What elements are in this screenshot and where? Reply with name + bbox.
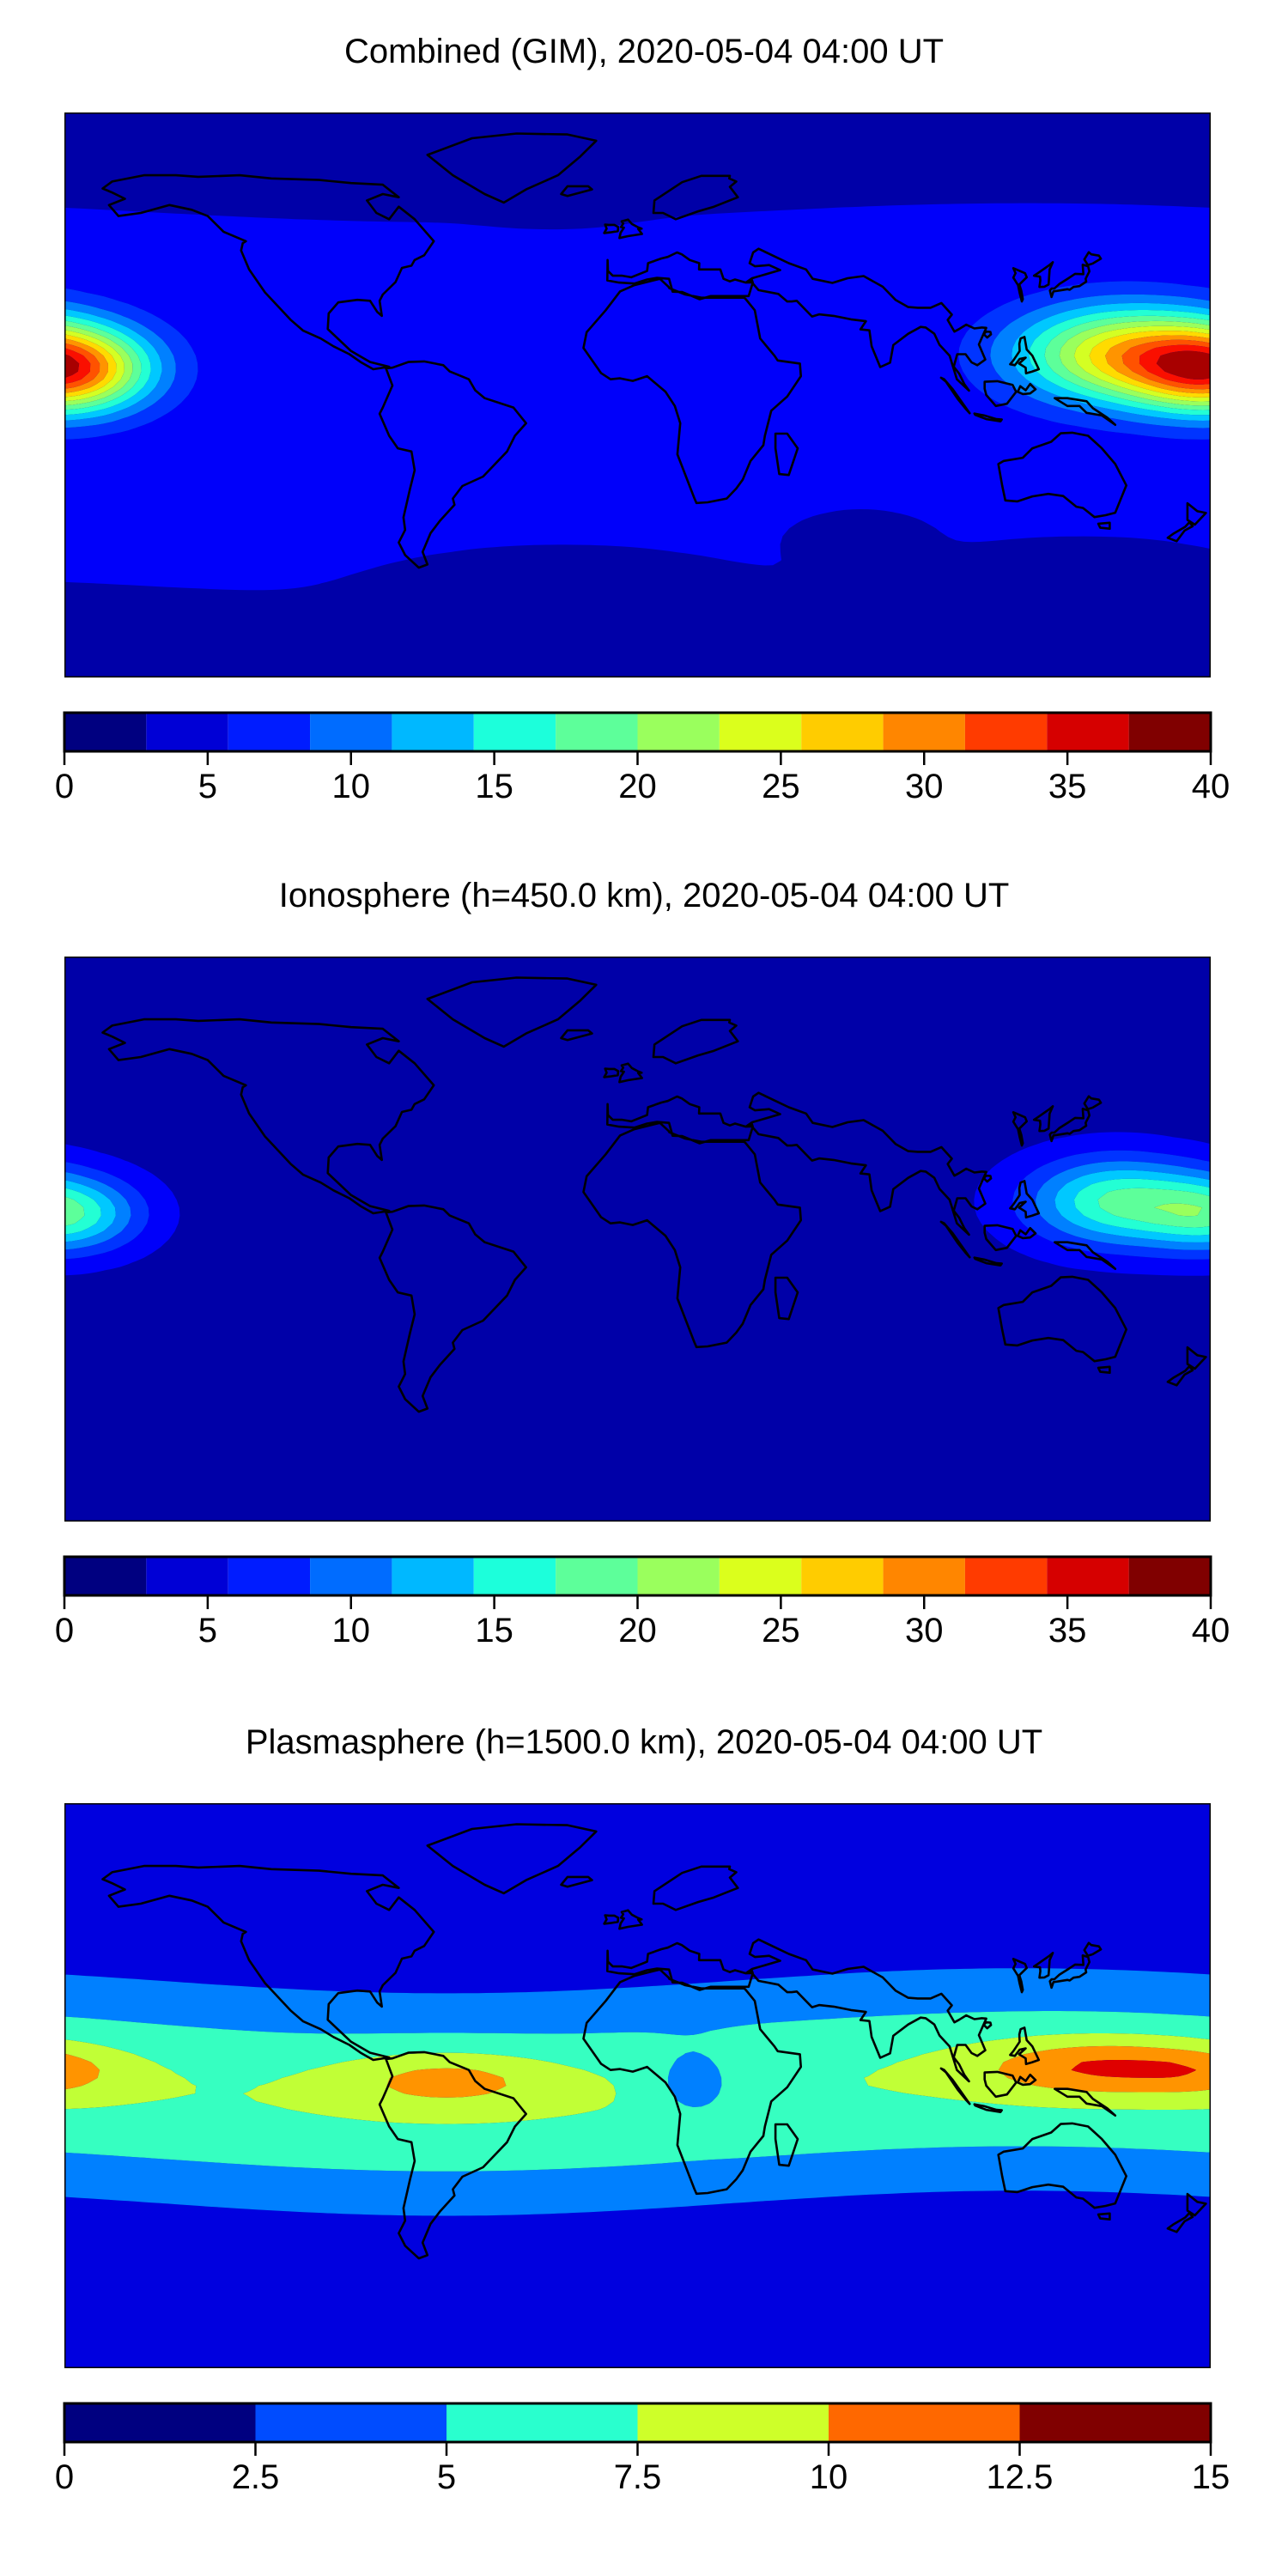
svg-text:10: 10 [810, 2458, 848, 2496]
svg-text:0: 0 [55, 2458, 74, 2496]
svg-text:15: 15 [475, 1612, 513, 1649]
svg-text:10: 10 [332, 768, 371, 805]
svg-text:20: 20 [618, 768, 657, 805]
svg-text:5: 5 [198, 768, 217, 805]
svg-text:35: 35 [1048, 1612, 1087, 1649]
svg-text:40: 40 [1192, 768, 1230, 805]
svg-text:0: 0 [55, 768, 74, 805]
svg-text:10: 10 [332, 1612, 371, 1649]
svg-text:7.5: 7.5 [614, 2458, 662, 2496]
svg-text:15: 15 [475, 768, 513, 805]
svg-text:12.5: 12.5 [987, 2458, 1054, 2496]
svg-text:0: 0 [55, 1612, 74, 1649]
svg-text:20: 20 [618, 1612, 657, 1649]
svg-text:25: 25 [762, 768, 800, 805]
svg-text:2.5: 2.5 [232, 2458, 280, 2496]
svg-text:40: 40 [1192, 1612, 1230, 1649]
svg-text:30: 30 [905, 768, 944, 805]
svg-text:5: 5 [437, 2458, 456, 2496]
svg-text:30: 30 [905, 1612, 944, 1649]
svg-text:25: 25 [762, 1612, 800, 1649]
svg-text:15: 15 [1192, 2458, 1230, 2496]
svg-text:5: 5 [198, 1612, 217, 1649]
svg-text:35: 35 [1048, 768, 1087, 805]
